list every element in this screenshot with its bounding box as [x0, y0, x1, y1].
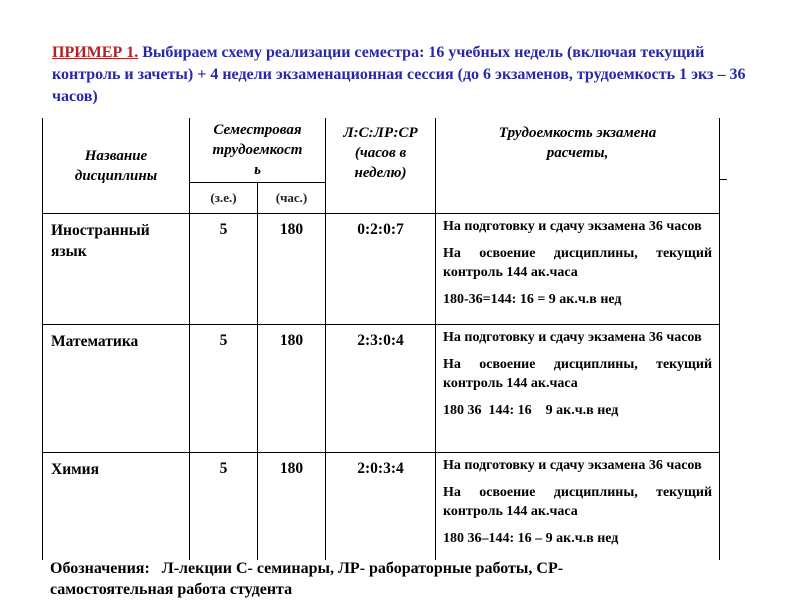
cell-weekly-ratio: 2:3:0:4	[325, 324, 437, 453]
header-hours: (час.)	[256, 182, 327, 214]
cell-hours: 180	[256, 213, 327, 325]
exam-note-formula: 180-36=144: 16 = 9 ак.ч.в нед	[443, 292, 622, 307]
example-label: ПРИМЕР 1.	[52, 44, 139, 61]
cell-hours: 180	[256, 324, 327, 453]
cell-weekly-ratio: 0:2:0:7	[325, 213, 437, 325]
cell-exam-notes: На подготовку и сдачу экзамена 36 часов …	[435, 452, 721, 560]
cell-credit-units: 5	[189, 213, 258, 325]
table-row: Математика 5 180 2:3:0:4 На подготовку и…	[42, 324, 721, 453]
table-header-row: Название дисциплины Семестровая трудоемк…	[42, 118, 721, 214]
table-tick-mark	[719, 179, 727, 180]
table-row: Химия 5 180 2:0:3:4 На подготовку и сдач…	[42, 452, 721, 560]
cell-credit-units: 5	[189, 324, 258, 453]
header-credit-units: (з.е.)	[189, 182, 258, 214]
table-subheader-row: (з.е.) (час.)	[43, 182, 720, 214]
cell-discipline: Иностранный язык	[42, 213, 190, 325]
exam-note: На освоение дисциплины, текущий контроль…	[443, 485, 713, 519]
exam-note: На освоение дисциплины, текущий контроль…	[443, 357, 713, 391]
exam-note-formula: 180 36 144: 16 9 ак.ч.в нед	[443, 403, 619, 418]
cell-exam-notes: На подготовку и сдачу экзамена 36 часов …	[435, 324, 721, 453]
cell-exam-notes: На подготовку и сдачу экзамена 36 часов …	[435, 213, 721, 325]
title-text: Выбираем схему реализации семестра: 16 у…	[52, 44, 746, 105]
exam-note: На освоение дисциплины, текущий контроль…	[443, 246, 713, 280]
header-semester-load: Семестровая трудоемкост ь	[188, 118, 327, 183]
cell-weekly-ratio: 2:0:3:4	[325, 452, 437, 560]
legend-text: Обозначения: Л-лекции С- семинары, ЛР- р…	[50, 560, 564, 598]
cell-hours: 180	[256, 452, 327, 560]
exam-note: На подготовку и сдачу экзамена 36 часов	[443, 458, 702, 473]
table-row: Иностранный язык 5 180 0:2:0:7 На подгот…	[42, 213, 721, 325]
header-discipline: Название дисциплины	[42, 118, 190, 214]
exam-note: На подготовку и сдачу экзамена 36 часов	[443, 330, 702, 345]
title-block: ПРИМЕР 1. Выбираем схему реализации семе…	[52, 42, 760, 108]
cell-discipline: Химия	[42, 452, 190, 560]
exam-note-formula: 180 36–144: 16 – 9 ак.ч.в нед	[443, 531, 619, 546]
exam-note: На подготовку и сдачу экзамена 36 часов	[443, 219, 702, 234]
cell-discipline: Математика	[42, 324, 190, 453]
disciplines-table: Название дисциплины Семестровая трудоемк…	[42, 118, 721, 560]
cell-credit-units: 5	[189, 452, 258, 560]
header-weekly-ratio: Л:С:ЛР:СР (часов в неделю)	[325, 118, 437, 214]
header-exam-load: Трудоемкость экзамена расчеты,	[435, 118, 721, 214]
